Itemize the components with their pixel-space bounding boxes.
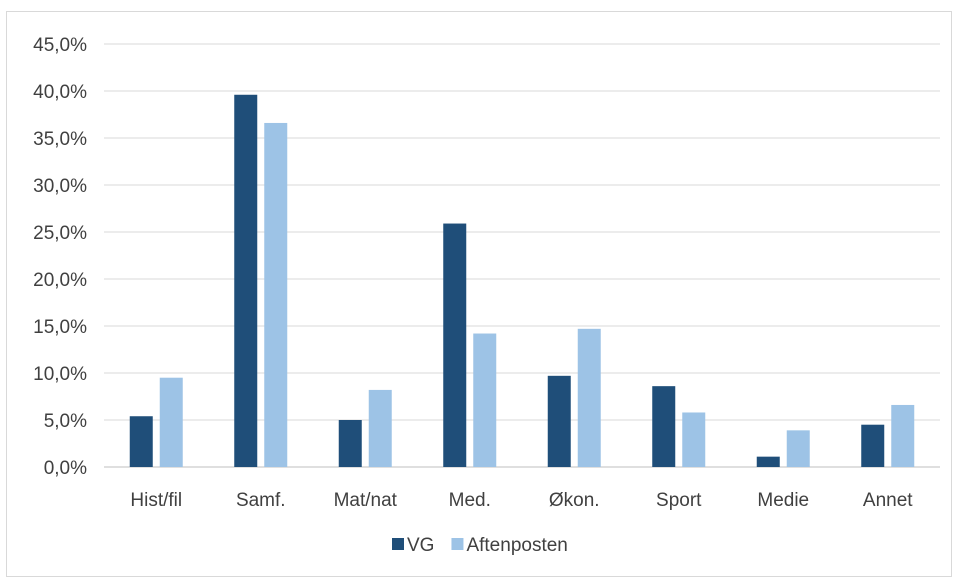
bar-vg-4 (547, 375, 571, 467)
chart-frame (6, 11, 952, 577)
x-tick-label: Hist/fil (130, 490, 182, 511)
x-tick-label: Økon. (549, 490, 600, 511)
bar-aftenposten-6 (786, 430, 810, 467)
bar-vg-2 (338, 420, 362, 467)
gridlines (104, 43, 940, 468)
bar-vg-1 (234, 94, 258, 467)
bar-vg-0 (129, 416, 153, 467)
legend-label-aftenposten: Aftenposten (466, 535, 567, 556)
legend-label-vg: VG (407, 535, 434, 556)
y-tick-label: 0,0% (44, 458, 87, 479)
legend: VG Aftenposten (392, 535, 568, 556)
bar-aftenposten-5 (682, 412, 706, 467)
y-tick-label: 30,0% (33, 176, 87, 197)
y-tick-label: 40,0% (33, 82, 87, 103)
x-tick-label: Medie (757, 490, 809, 511)
bar-vg-6 (756, 456, 780, 467)
bar-aftenposten-1 (264, 122, 288, 468)
x-axis-ticks: Hist/fil Samf. Mat/nat Med. Økon. Sport Medie A… (130, 490, 913, 511)
y-tick-label: 10,0% (33, 364, 87, 385)
y-tick-label: 35,0% (33, 129, 87, 150)
y-tick-label: 5,0% (44, 411, 87, 432)
x-tick-label: Med. (449, 490, 491, 511)
bar-aftenposten-2 (368, 389, 392, 467)
bar-aftenposten-7 (891, 404, 915, 467)
bar-vg-5 (652, 386, 676, 467)
bar-vg-7 (861, 424, 885, 467)
x-tick-label: Annet (863, 490, 913, 511)
x-tick-label: Sport (656, 490, 702, 511)
x-tick-label: Mat/nat (334, 490, 398, 511)
legend-swatch-vg (392, 538, 404, 550)
bars (129, 94, 915, 468)
y-tick-label: 20,0% (33, 270, 87, 291)
y-tick-label: 15,0% (33, 317, 87, 338)
bar-aftenposten-0 (159, 377, 183, 467)
legend-swatch-aftenposten (451, 538, 464, 550)
bar-aftenposten-4 (577, 328, 601, 467)
y-axis-ticks: 0,0% 5,0% 10,0% 15,0% 20,0% 25,0% 30,0% 35,0% 40… (33, 35, 87, 479)
bar-vg-3 (443, 223, 467, 467)
bar-aftenposten-3 (473, 333, 497, 467)
y-tick-label: 45,0% (33, 35, 87, 56)
y-tick-label: 25,0% (33, 223, 87, 244)
x-tick-label: Samf. (236, 490, 286, 511)
